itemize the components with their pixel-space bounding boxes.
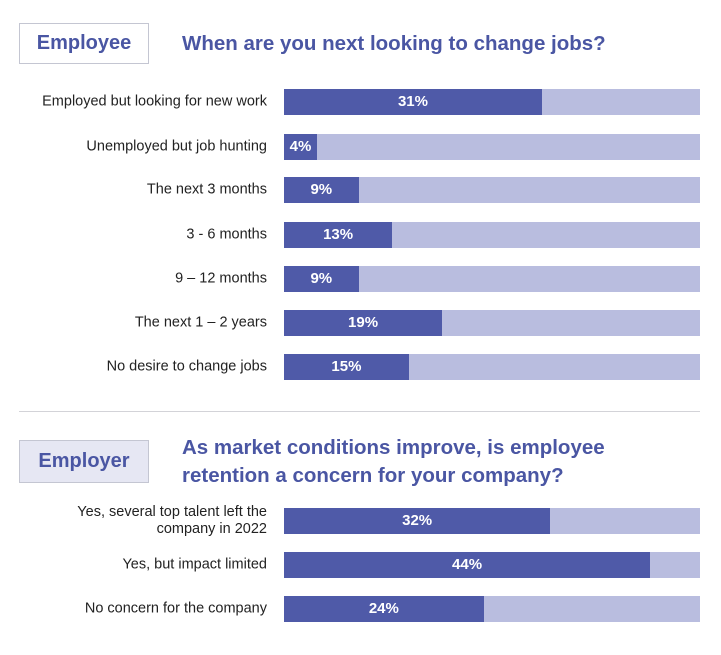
bar-row: 9 – 12 months 9% <box>0 266 721 292</box>
value-label: 13% <box>323 226 354 243</box>
bar <box>284 222 393 248</box>
bar-row: The next 3 months 9% <box>0 177 721 203</box>
value-label: 24% <box>368 600 399 617</box>
employee-tag: Employee <box>19 23 149 64</box>
value-label: 19% <box>348 314 379 331</box>
bar <box>284 266 359 292</box>
bar-track: 9% <box>284 266 700 292</box>
bar <box>284 310 443 336</box>
bar-row: Unemployed but job hunting 4% <box>0 134 721 160</box>
bar-track: 44% <box>284 552 700 578</box>
value-label: 9% <box>310 270 333 287</box>
bar <box>284 552 651 578</box>
bar-track: 4% <box>284 134 700 160</box>
value-label: 31% <box>397 93 428 110</box>
category-label-line: 9 – 12 months <box>175 270 267 287</box>
category-label-line: Yes, but impact limited <box>122 556 267 573</box>
bar <box>284 354 409 380</box>
value-label: 32% <box>402 512 433 529</box>
bar-row: No desire to change jobs 15% <box>0 354 721 380</box>
category-label-line: The next 3 months <box>146 181 267 198</box>
category-label-line: Employed but looking for new work <box>42 93 267 110</box>
bar-track: 24% <box>284 596 700 622</box>
category-label: The next 3 months <box>147 182 267 199</box>
value-label: 9% <box>310 181 333 198</box>
bar-row: 3 - 6 months 13% <box>0 222 721 248</box>
category-label: 3 - 6 months <box>186 227 267 244</box>
bar <box>284 508 551 534</box>
bar <box>284 596 484 622</box>
bar-row: Employed but looking for new work 31% <box>0 89 721 115</box>
category-label: Employed but looking for new work <box>42 94 267 111</box>
section-divider <box>19 411 700 412</box>
bar-row: Yes, several top talent left the company … <box>0 504 721 537</box>
category-label-line: No desire to change jobs <box>106 358 267 375</box>
value-label: 44% <box>452 556 483 573</box>
employer-question-line-2: retention a concern for your company? <box>182 464 564 487</box>
bar-row: No concern for the company 24% <box>0 596 721 622</box>
value-label: 15% <box>331 358 362 375</box>
employer-question: As market conditions improve, is employe… <box>182 434 605 490</box>
category-label: Yes, but impact limited <box>122 557 267 574</box>
bar-track: 15% <box>284 354 700 380</box>
category-label: Yes, several top talent left the company … <box>77 504 267 538</box>
bar-track: 19% <box>284 310 700 336</box>
bar <box>284 177 359 203</box>
bar-track: 32% <box>284 508 700 534</box>
bar <box>284 134 318 160</box>
bar-track: 31% <box>284 89 700 115</box>
bar-row: The next 1 – 2 years 19% <box>0 310 721 336</box>
value-label: 4% <box>289 138 312 155</box>
category-label: The next 1 – 2 years <box>135 315 267 332</box>
bar-track: 9% <box>284 177 700 203</box>
bar <box>284 89 542 115</box>
category-label: 9 – 12 months <box>175 271 267 288</box>
category-label-line: No concern for the company <box>84 600 267 617</box>
category-label: No concern for the company <box>85 601 267 618</box>
category-label-line: Unemployed but job hunting <box>86 138 267 155</box>
category-label-line: The next 1 – 2 years <box>134 314 267 331</box>
category-label: Unemployed but job hunting <box>86 139 267 156</box>
category-label: No desire to change jobs <box>107 359 267 376</box>
employer-question-line-1: As market conditions improve, is employe… <box>182 436 605 459</box>
bar-track: 13% <box>284 222 700 248</box>
category-label-line: company in 2022 <box>156 521 267 537</box>
category-label-line: Yes, several top talent left the <box>77 504 267 520</box>
employer-tag: Employer <box>19 440 149 483</box>
bar-row: Yes, but impact limited 44% <box>0 552 721 578</box>
employee-question: When are you next looking to change jobs… <box>182 32 606 55</box>
category-label-line: 3 - 6 months <box>186 226 267 243</box>
